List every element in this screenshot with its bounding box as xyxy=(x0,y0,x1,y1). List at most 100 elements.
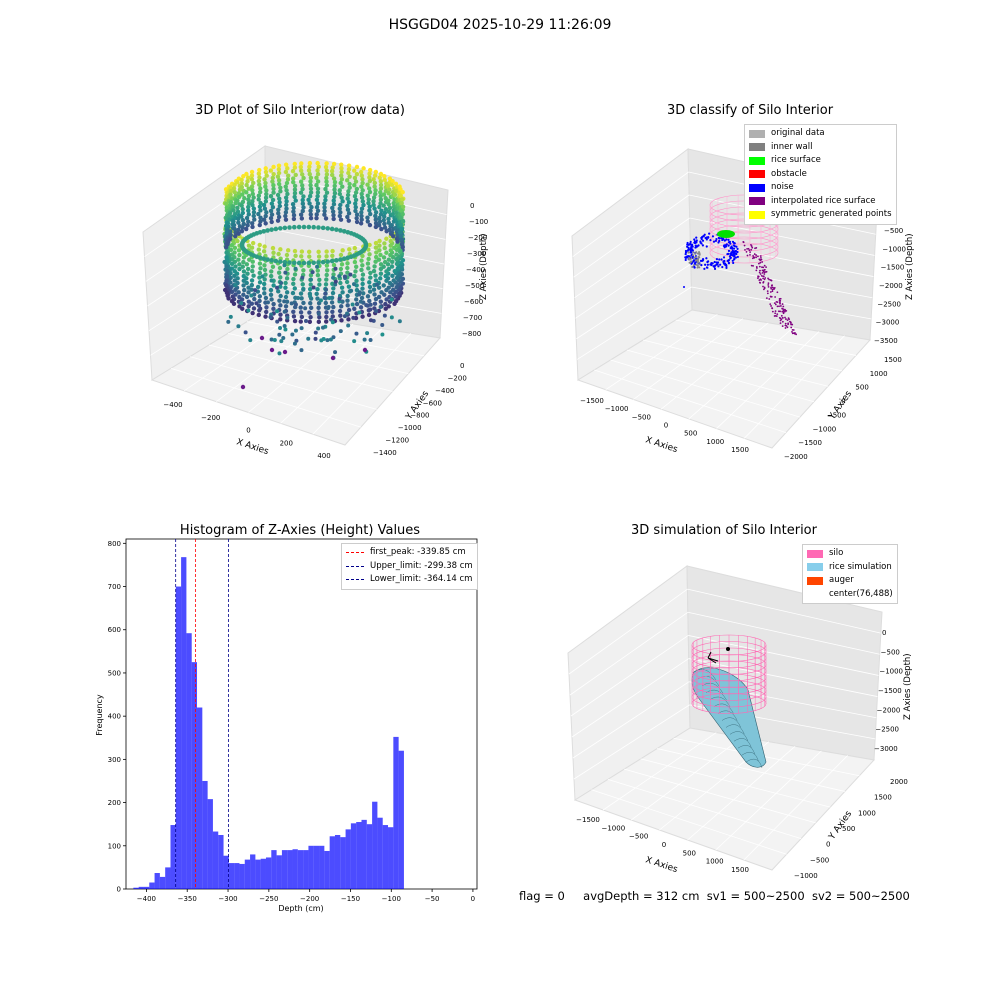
raw-point xyxy=(345,203,350,209)
raw-point xyxy=(324,172,330,177)
raw-point xyxy=(271,183,276,188)
raw-point xyxy=(324,249,329,254)
hist-bar xyxy=(308,845,314,889)
simulation-legend-item: silo xyxy=(807,547,893,561)
raw-point xyxy=(400,204,406,210)
raw-point xyxy=(282,309,287,314)
raw-point xyxy=(239,301,244,306)
raw-point xyxy=(331,198,336,203)
raw-point xyxy=(367,280,372,285)
noise-point xyxy=(734,249,738,253)
simulation-legend-item: center(76,488) xyxy=(807,588,893,602)
raw-point xyxy=(390,273,395,279)
hist-bar xyxy=(297,850,304,889)
raw-point xyxy=(246,290,251,295)
hist-bar xyxy=(191,662,198,889)
raw-point xyxy=(283,294,289,300)
hist-bar xyxy=(212,831,219,889)
interpolated-point xyxy=(755,254,758,257)
raw-point xyxy=(331,202,337,207)
noise-point xyxy=(695,236,698,239)
raw-point xyxy=(307,319,313,325)
noise-point xyxy=(706,266,709,269)
raw-point xyxy=(235,198,240,203)
raw-point xyxy=(282,259,288,265)
noise-point xyxy=(700,236,703,240)
raw-point xyxy=(263,180,268,186)
raw-point xyxy=(399,222,404,228)
raw-point xyxy=(292,248,298,254)
raw-point xyxy=(400,219,406,224)
raw-y-tick-0: 0 xyxy=(460,362,464,370)
raw-point xyxy=(316,249,321,255)
raw-point xyxy=(352,273,357,279)
raw-point xyxy=(378,262,384,267)
cls-x-tick-5: 1000 xyxy=(706,438,724,446)
raw-point xyxy=(384,297,389,302)
raw-point xyxy=(290,290,296,296)
raw-point xyxy=(224,205,230,210)
legend-swatch xyxy=(749,170,765,179)
raw-point xyxy=(325,226,331,231)
raw-point xyxy=(367,175,372,180)
simulation-plot-title: 3D simulation of Silo Interior xyxy=(631,523,817,538)
interpolated-point xyxy=(759,269,761,272)
raw-point xyxy=(257,294,263,299)
interpolated-point xyxy=(789,320,791,323)
raw-point xyxy=(341,256,347,261)
raw-point xyxy=(258,215,263,220)
raw-point xyxy=(239,181,245,186)
raw-point xyxy=(222,287,228,293)
legend-swatch xyxy=(749,143,765,152)
raw-point xyxy=(368,302,373,307)
raw-point xyxy=(260,274,265,279)
raw-point xyxy=(385,183,391,189)
raw-point xyxy=(328,337,333,342)
classify-legend-item: noise xyxy=(749,181,892,195)
raw-point xyxy=(246,285,251,290)
raw-point xyxy=(365,193,370,198)
noise-point xyxy=(693,262,697,265)
raw-point xyxy=(337,206,342,211)
raw-point xyxy=(340,290,345,295)
raw-point xyxy=(301,194,306,199)
noise-point xyxy=(694,246,697,249)
raw-point xyxy=(291,209,296,214)
raw-point xyxy=(292,272,298,277)
raw-point xyxy=(338,329,343,334)
noise-point xyxy=(714,239,718,242)
raw-point xyxy=(386,257,392,262)
raw-point xyxy=(360,263,365,268)
raw-point xyxy=(245,175,251,180)
raw-point xyxy=(315,287,320,292)
interpolated-point xyxy=(783,310,786,313)
raw-point xyxy=(249,287,254,292)
legend-label: silo xyxy=(829,548,844,558)
interpolated-point xyxy=(771,290,774,293)
noise-point xyxy=(729,257,732,260)
raw-point xyxy=(269,269,274,274)
raw-point xyxy=(311,260,316,266)
raw-point xyxy=(268,273,274,279)
raw-point xyxy=(262,267,268,273)
raw-point xyxy=(291,216,297,222)
interpolated-point xyxy=(760,274,763,277)
interpolated-point xyxy=(768,278,771,281)
noise-point xyxy=(709,239,712,242)
hist-xtick-label: 0 xyxy=(471,895,475,903)
hist-bar xyxy=(303,850,309,889)
raw-point xyxy=(392,301,397,307)
raw-point xyxy=(268,194,274,199)
raw-point xyxy=(377,215,382,221)
raw-point xyxy=(315,190,321,195)
raw-point xyxy=(229,243,235,248)
noise-point xyxy=(693,265,696,268)
raw-point xyxy=(282,299,287,304)
classify-xlabel: X Axies xyxy=(644,435,679,455)
sim-y-tick-0: 2000 xyxy=(890,778,908,786)
raw-point xyxy=(360,177,365,182)
raw-point xyxy=(285,266,290,272)
rice-mesh-line xyxy=(713,703,734,714)
raw-point xyxy=(277,298,282,303)
raw-z-tick-5: −500 xyxy=(465,282,484,290)
